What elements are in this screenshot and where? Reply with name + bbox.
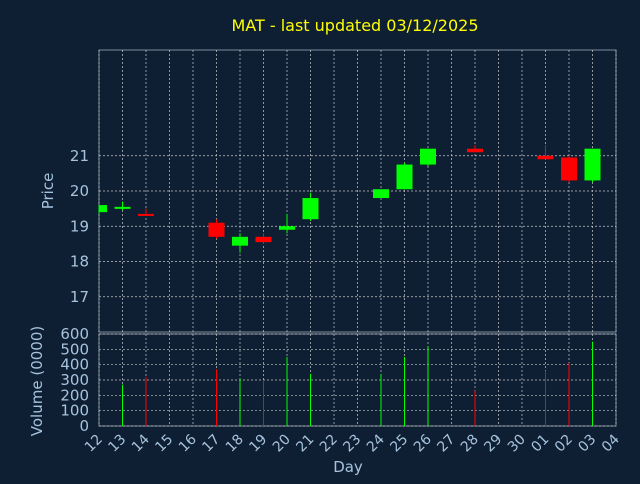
x-tick-label: 30 — [505, 432, 529, 456]
x-tick-label: 04 — [599, 431, 623, 455]
volume-gridlines — [98, 333, 617, 427]
candle-24 — [373, 189, 389, 199]
candle-body — [138, 213, 154, 216]
x-tick-label: 26 — [411, 431, 435, 455]
x-tick-label: 12 — [82, 432, 106, 456]
price-tick-label: 19 — [70, 217, 89, 235]
candle-17 — [208, 219, 225, 239]
x-tick-label: 16 — [176, 431, 200, 455]
candle-25 — [396, 162, 413, 190]
price-axis-label: Price — [39, 173, 57, 210]
candle-body — [99, 205, 107, 213]
x-axis-label: Day — [333, 458, 363, 476]
volume-tick-label: 400 — [60, 356, 89, 374]
candle-body — [373, 189, 389, 199]
candle-body — [584, 148, 601, 181]
volume-tick-label: 600 — [60, 325, 89, 343]
x-tick-label: 20 — [270, 432, 294, 456]
volume-bars — [122, 341, 593, 426]
candle-19 — [255, 233, 272, 244]
candle-body — [420, 148, 436, 165]
candle-body — [114, 206, 131, 209]
price-tick-label: 21 — [70, 147, 89, 165]
volume-axis-label: Volume (0000) — [28, 326, 46, 436]
candle-body — [302, 198, 319, 220]
x-tick-label: 03 — [575, 432, 599, 456]
x-tick-label: 25 — [387, 432, 411, 456]
chart-title: MAT - last updated 03/12/2025 — [231, 16, 478, 35]
candle-body — [561, 157, 577, 181]
x-tick-label: 24 — [364, 431, 388, 455]
volume-tick-label: 300 — [60, 371, 89, 389]
candle-20 — [279, 213, 295, 234]
candle-body — [279, 226, 295, 230]
x-tick-label: 27 — [434, 432, 458, 456]
candle-18 — [232, 233, 248, 253]
price-tick-label: 17 — [70, 288, 89, 306]
x-tick-label: 22 — [317, 432, 341, 456]
x-tick-label: 15 — [152, 432, 176, 456]
candle-body — [467, 148, 483, 153]
candle-body — [396, 164, 413, 190]
x-tick-labels: 12 13 14 15 16 17 18 19 20 21 22 23 24 25 26 27 28 29 30 01… — [82, 431, 623, 455]
volume-tick-label: 200 — [60, 386, 89, 404]
x-tick-label: 23 — [340, 432, 364, 456]
price-tick-label: 18 — [70, 253, 89, 271]
candle-14 — [138, 208, 154, 216]
candle-01 — [537, 145, 554, 160]
x-tick-label: 02 — [552, 432, 576, 456]
candle-12 — [98, 205, 107, 214]
x-tick-label: 29 — [481, 432, 505, 456]
candle-02 — [561, 155, 577, 183]
volume-tick-label: 500 — [60, 340, 89, 358]
x-tick-label: 19 — [246, 432, 270, 456]
price-panel: 17 18 19 20 21 Price — [39, 49, 617, 333]
candle-28 — [467, 145, 483, 153]
candle-03 — [584, 148, 601, 183]
price-y-tick-labels: 17 18 19 20 21 — [70, 147, 89, 306]
candle-body — [537, 155, 554, 160]
x-tick-label: 01 — [528, 432, 552, 456]
price-gridlines — [98, 50, 617, 332]
candle-body — [255, 236, 272, 243]
price-candles — [98, 145, 601, 253]
volume-tick-label: 0 — [79, 417, 89, 435]
x-tick-label: 13 — [105, 432, 129, 456]
candle-body — [232, 236, 248, 246]
candle-26 — [420, 148, 436, 167]
x-tick-label: 28 — [458, 432, 482, 456]
candle-13 — [114, 201, 131, 211]
candle-21 — [302, 192, 319, 221]
x-tick-label: 21 — [293, 432, 317, 456]
x-tick-label: 14 — [129, 431, 153, 455]
x-tick-label: 18 — [223, 432, 247, 456]
price-tick-label: 20 — [70, 182, 89, 200]
x-tick-label: 17 — [199, 432, 223, 456]
volume-tick-label: 100 — [60, 402, 89, 420]
candle-body — [208, 222, 225, 237]
